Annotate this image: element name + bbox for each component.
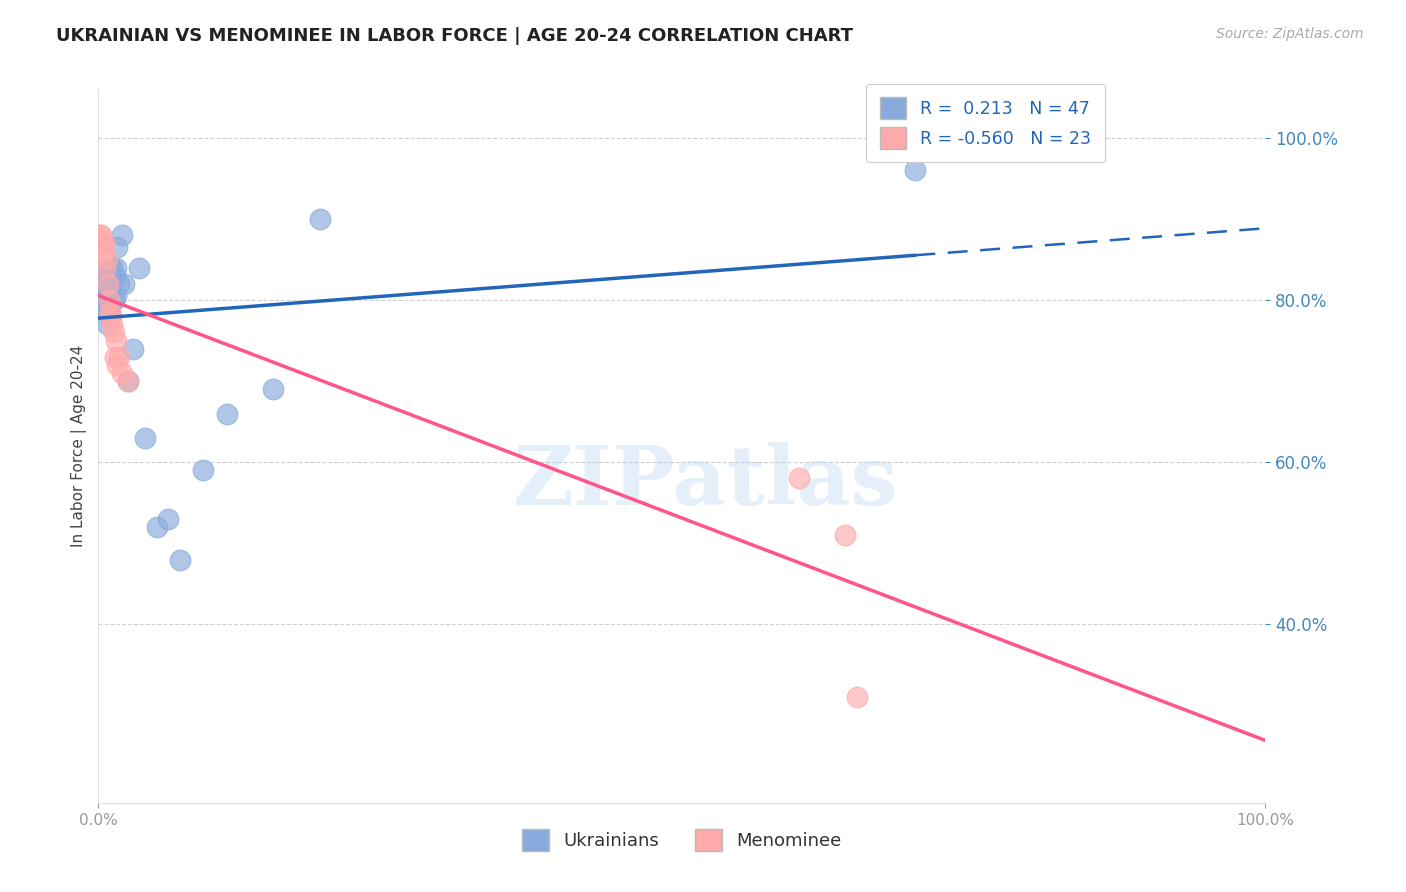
Point [104, 334, 127, 348]
Point [104, 260, 127, 275]
Point [104, 289, 127, 303]
Point [94, 260, 117, 275]
Point [904, 163, 927, 178]
Point [97, 301, 120, 315]
Point [98, 297, 121, 311]
Point [91, 268, 114, 283]
Point [97, 285, 120, 299]
Point [193, 463, 215, 477]
Point [91, 293, 114, 307]
Y-axis label: In Labor Force | Age 20-24: In Labor Force | Age 20-24 [72, 345, 87, 547]
Point [100, 260, 122, 275]
Point [98, 305, 121, 319]
Point [93, 285, 115, 299]
Point [157, 512, 180, 526]
Point [112, 277, 135, 291]
Point [96, 293, 118, 307]
Point [90, 228, 112, 243]
Point [101, 318, 124, 332]
Point [97, 293, 120, 307]
Point [108, 350, 131, 364]
Point [215, 407, 238, 421]
Point [104, 350, 127, 364]
Point [93, 301, 115, 315]
Point [104, 268, 127, 283]
Point [122, 342, 145, 356]
Point [103, 326, 125, 340]
Point [90, 297, 112, 311]
Point [89, 277, 111, 291]
Point [111, 366, 134, 380]
Point [128, 260, 150, 275]
Point [134, 431, 156, 445]
Text: Source: ZipAtlas.com: Source: ZipAtlas.com [1216, 27, 1364, 41]
Point [787, 471, 810, 485]
Point [90, 260, 112, 275]
Text: ZIPatlas: ZIPatlas [513, 442, 898, 522]
Text: UKRAINIAN VS MENOMINEE IN LABOR FORCE | AGE 20-24 CORRELATION CHART: UKRAINIAN VS MENOMINEE IN LABOR FORCE | … [56, 27, 853, 45]
Point [100, 277, 122, 291]
Point [846, 690, 869, 705]
Point [90, 268, 112, 283]
Point [105, 240, 128, 254]
Point [262, 382, 284, 396]
Point [117, 374, 139, 388]
Point [105, 358, 128, 372]
Point [169, 552, 191, 566]
Legend: Ukrainians, Menominee: Ukrainians, Menominee [515, 822, 849, 858]
Point [96, 318, 118, 332]
Point [90, 285, 112, 299]
Point [90, 273, 112, 287]
Point [103, 293, 125, 307]
Point [97, 293, 120, 307]
Point [108, 277, 131, 291]
Point [97, 305, 120, 319]
Point [89, 285, 111, 299]
Point [94, 293, 117, 307]
Point [90, 236, 112, 251]
Point [100, 310, 122, 324]
Point [93, 236, 115, 251]
Point [117, 374, 139, 388]
Point [89, 228, 111, 243]
Point [97, 277, 120, 291]
Point [96, 277, 118, 291]
Point [98, 285, 121, 299]
Point [91, 281, 114, 295]
Point [146, 520, 169, 534]
Point [94, 277, 117, 291]
Point [96, 252, 118, 267]
Point [91, 244, 114, 259]
Point [111, 228, 134, 243]
Point [309, 211, 332, 226]
Point [89, 232, 111, 246]
Point [98, 310, 121, 324]
Point [101, 260, 124, 275]
Point [834, 528, 856, 542]
